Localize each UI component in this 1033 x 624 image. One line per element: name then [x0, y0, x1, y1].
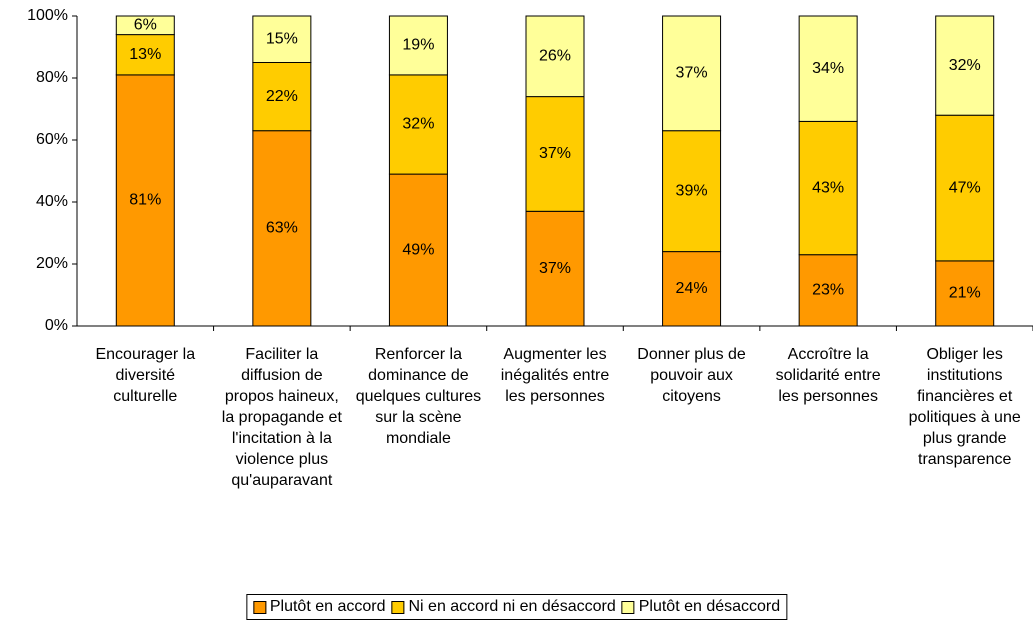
x-tick-label: Accroître la solidarité entre les person… — [775, 346, 881, 405]
data-label: 43% — [812, 179, 844, 196]
bar-segment — [525, 96, 585, 212]
legend: Plutôt en accord Ni en accord ni en désac… — [245, 594, 788, 620]
bar-segment — [525, 15, 585, 98]
data-label: 24% — [676, 280, 708, 297]
bar-segment — [115, 34, 175, 76]
data-label: 63% — [266, 220, 298, 237]
bar-segment — [935, 114, 995, 262]
bar-segment — [798, 15, 858, 122]
data-label: 49% — [402, 241, 434, 258]
data-label: 23% — [812, 282, 844, 299]
x-tick-label: Faciliter la diffusion de propos haineux… — [221, 346, 342, 489]
y-tick-label: 60% — [36, 131, 68, 148]
bar-segment — [388, 74, 448, 175]
data-label: 34% — [812, 60, 844, 77]
data-label: 81% — [129, 192, 161, 209]
bar-segment — [798, 120, 858, 256]
legend-swatch — [621, 600, 635, 614]
bar-segment — [935, 260, 995, 327]
data-label: 15% — [266, 30, 298, 47]
data-label: 37% — [539, 145, 571, 162]
data-label: 37% — [539, 260, 571, 277]
data-label: 39% — [676, 182, 708, 199]
x-tick-label: Donner plus de pouvoir aux citoyens — [637, 346, 746, 405]
data-label: 32% — [949, 57, 981, 74]
data-label: 32% — [402, 116, 434, 133]
bar-segment — [662, 15, 722, 132]
data-label: 13% — [129, 46, 161, 63]
data-label: 22% — [266, 88, 298, 105]
y-tick-label: 80% — [36, 69, 68, 86]
bar-segment — [525, 210, 585, 327]
legend-swatch — [391, 600, 405, 614]
data-label: 21% — [949, 285, 981, 302]
legend-label: Ni en accord ni en désaccord — [408, 598, 616, 615]
data-label: 6% — [134, 17, 157, 34]
x-tick-label: Obliger les institutions financières et … — [908, 346, 1021, 468]
bar-segment — [662, 130, 722, 253]
data-label: 37% — [676, 65, 708, 82]
x-tick-label: Encourager la diversité culturelle — [95, 346, 196, 405]
bar-segment — [115, 15, 175, 36]
y-tick-label: 40% — [36, 193, 68, 210]
legend-item: Plutôt en accord — [252, 598, 386, 616]
legend-label: Plutôt en accord — [269, 598, 386, 615]
data-label: 26% — [539, 48, 571, 65]
x-tick-label: Augmenter les inégalités entre les perso… — [500, 346, 610, 405]
bar-segment — [115, 74, 175, 327]
bar-segment — [662, 251, 722, 327]
legend-label: Plutôt en désaccord — [638, 598, 781, 615]
y-tick-label: 100% — [27, 7, 68, 24]
bar-segment — [388, 173, 448, 327]
bar-segment — [935, 15, 995, 116]
bar-segment — [798, 254, 858, 327]
legend-item: Plutôt en désaccord — [621, 598, 781, 616]
data-label: 19% — [402, 37, 434, 54]
data-label: 47% — [949, 179, 981, 196]
bar-segment — [388, 15, 448, 76]
y-tick-label: 0% — [45, 317, 68, 334]
legend-swatch — [252, 600, 266, 614]
legend-item: Ni en accord ni en désaccord — [391, 598, 616, 616]
bar-segment — [252, 15, 312, 63]
x-tick-label: Renforcer la dominance de quelques cultu… — [355, 346, 482, 447]
y-tick-label: 20% — [36, 255, 68, 272]
